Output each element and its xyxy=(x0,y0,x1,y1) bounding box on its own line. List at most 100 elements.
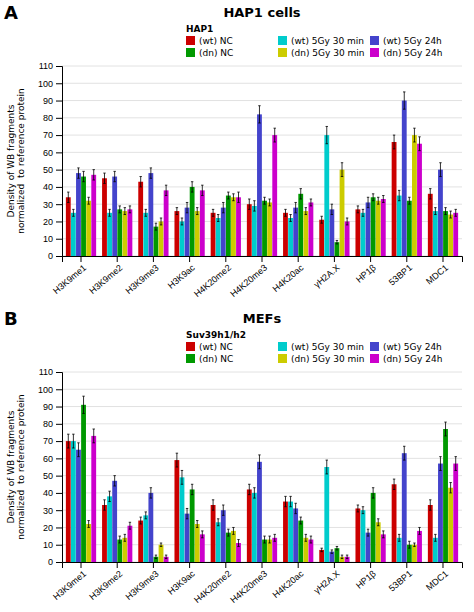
bar xyxy=(303,538,308,562)
panel: 0102030405060708090100110H3K9me1H3K9me2H… xyxy=(4,2,463,299)
bar xyxy=(102,505,107,562)
tick-label: H3K9me3 xyxy=(124,263,161,296)
error-bar xyxy=(155,223,157,230)
tick-label: γH2A.X xyxy=(312,569,342,596)
bar xyxy=(195,211,200,256)
error-bar-cap xyxy=(253,200,255,201)
error-bar xyxy=(119,206,121,213)
error-bar xyxy=(176,208,178,215)
error-bar xyxy=(139,517,141,524)
error-bar-stem xyxy=(140,517,141,524)
bar xyxy=(262,540,267,562)
error-bar-cap xyxy=(444,422,446,423)
tick-label: H4K20me2 xyxy=(192,569,233,606)
grid-line xyxy=(62,372,462,373)
error-bar xyxy=(346,555,348,558)
error-bar-cap xyxy=(418,150,420,151)
error-bar xyxy=(77,443,79,457)
error-bar-stem xyxy=(161,543,162,546)
legend-entry: (wt) NC xyxy=(186,36,233,46)
tick-label: H3K9me1 xyxy=(51,263,88,296)
bar xyxy=(402,101,407,256)
error-bar-stem xyxy=(150,488,151,498)
error-bar-cap xyxy=(191,192,193,193)
error-bar-stem xyxy=(202,185,203,195)
error-bar-stem xyxy=(228,192,229,199)
error-bars xyxy=(93,429,457,559)
bar xyxy=(86,524,91,562)
tick-mark xyxy=(56,101,62,102)
error-bar-cap xyxy=(139,176,141,177)
error-bar-cap xyxy=(227,536,229,537)
tick-mark xyxy=(262,256,263,262)
tick-mark xyxy=(56,476,62,477)
legend-label: (dn) 5Gy 24h xyxy=(383,48,442,58)
error-bar xyxy=(367,197,369,207)
error-bar-stem xyxy=(331,204,332,214)
error-bar xyxy=(268,536,270,543)
tick: H4K20ac xyxy=(271,256,306,294)
error-bar-stem xyxy=(295,202,296,212)
error-bar-stem xyxy=(300,189,301,199)
error-bar-cap xyxy=(429,199,431,200)
bar xyxy=(453,464,458,562)
legend-entry: (wt) 5Gy 30 min xyxy=(278,36,364,46)
error-bar xyxy=(186,508,188,518)
bar xyxy=(91,436,96,562)
tick-label: 40 xyxy=(43,182,53,192)
bar xyxy=(272,538,277,562)
error-bar-cap xyxy=(398,200,400,201)
error-bar-cap xyxy=(367,529,369,530)
bar xyxy=(433,211,438,256)
tick-mark xyxy=(442,562,443,568)
bar xyxy=(216,218,221,256)
tick-label: H4K20ac xyxy=(271,262,306,294)
error-bar xyxy=(444,208,446,215)
tick-label: 30 xyxy=(43,506,53,516)
error-bar-cap xyxy=(186,518,188,519)
y-axis: 0102030405060708090100110 xyxy=(38,61,63,261)
error-bar-cap xyxy=(434,214,436,215)
tick-label: 70 xyxy=(43,130,53,140)
error-bar xyxy=(124,208,126,215)
x-axis: H3K9me1H3K9me2H3K9me3H3K9acH4K20me2H4K20… xyxy=(51,562,462,605)
error-bar xyxy=(294,503,296,513)
legend-swatch xyxy=(278,48,287,57)
error-bar-cap xyxy=(449,492,451,493)
grid-line xyxy=(62,389,462,390)
bar xyxy=(272,135,277,256)
error-bar-cap xyxy=(93,429,95,430)
tick-label: 10 xyxy=(43,540,53,550)
error-bar-stem xyxy=(114,171,115,181)
error-bar xyxy=(336,546,338,549)
error-bar-cap xyxy=(113,171,115,172)
y-axis-title-line: Density of WB fragments xyxy=(6,410,16,523)
error-bar-stem xyxy=(305,534,306,541)
tick: 100 xyxy=(38,385,62,395)
error-bar-stem xyxy=(450,211,451,218)
error-bar-cap xyxy=(310,543,312,544)
error-bar-cap xyxy=(289,496,291,497)
tick: H3K9me1 xyxy=(51,256,88,296)
axis-domain xyxy=(63,257,463,263)
error-bar-cap xyxy=(201,530,203,531)
error-bar xyxy=(418,137,420,151)
bar xyxy=(366,533,371,562)
error-bar-stem xyxy=(140,177,141,187)
tick-label: 60 xyxy=(43,148,53,158)
error-bar-cap xyxy=(108,209,110,210)
error-bar xyxy=(237,540,239,547)
y-axis-title-line: normalized to reference protein xyxy=(16,394,26,539)
error-bar-cap xyxy=(346,555,348,556)
error-bar-cap xyxy=(248,209,250,210)
error-bar-stem xyxy=(228,529,229,536)
legend-label: (dn) 5Gy 30 min xyxy=(291,354,364,364)
error-bar-cap xyxy=(124,534,126,535)
error-bar xyxy=(408,541,410,548)
error-bar-cap xyxy=(67,434,69,435)
error-bar xyxy=(362,209,364,216)
error-bar-stem xyxy=(383,196,384,203)
tick-mark xyxy=(298,562,299,568)
tick-label: 50 xyxy=(43,165,53,175)
error-bar-cap xyxy=(300,517,302,518)
